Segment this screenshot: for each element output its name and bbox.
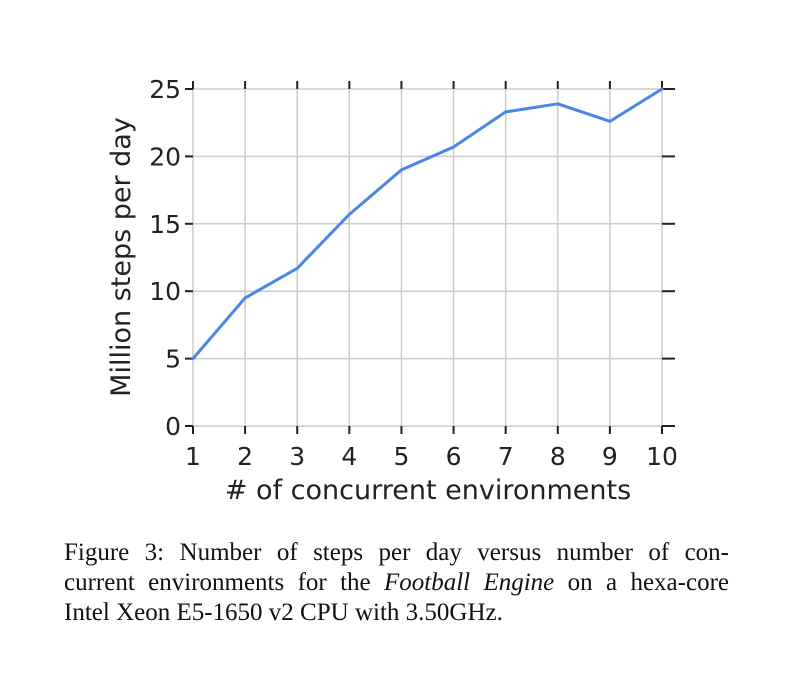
x-tick-label: 2 (237, 442, 253, 471)
caption-line-2: current environments for the Football En… (64, 568, 729, 598)
y-tick-label: 15 (149, 210, 181, 239)
x-tick-labels: 1 2 3 4 5 6 7 8 9 10 (185, 442, 678, 471)
y-axis-label: Million steps per day (106, 117, 137, 397)
y-tick-labels: 0 5 10 15 20 25 (149, 75, 181, 441)
y-tick-label: 0 (165, 412, 181, 441)
x-tick-label: 8 (550, 442, 566, 471)
x-tick-label: 10 (646, 442, 678, 471)
x-axis-label: # of concurrent environments (225, 475, 631, 506)
x-tick-label: 7 (498, 442, 514, 471)
y-tick-label: 5 (165, 345, 181, 374)
caption-text: on a hexa-core (554, 569, 729, 596)
line-chart: 1 2 3 4 5 6 7 8 9 10 0 5 10 15 20 25 # of concurrent e… (106, 75, 678, 506)
y-tick-label: 25 (149, 75, 181, 104)
axis-ticks (185, 81, 675, 434)
grid (192, 88, 663, 427)
x-tick-label: 3 (289, 442, 305, 471)
caption-text: current environments for the (64, 569, 384, 596)
x-tick-label: 6 (446, 442, 462, 471)
caption-emphasis: Football Engine (384, 569, 555, 596)
figure-caption: Figure 3: Number of steps per day versus… (64, 538, 729, 628)
series-layer (191, 87, 664, 361)
x-tick-label: 1 (185, 442, 201, 471)
y-tick-label: 10 (149, 277, 181, 306)
caption-line-1: Figure 3: Number of steps per day versus… (64, 539, 729, 566)
x-tick-label: 4 (341, 442, 357, 471)
y-tick-label: 20 (149, 142, 181, 171)
x-tick-label: 9 (602, 442, 618, 471)
x-tick-label: 5 (393, 442, 409, 471)
series-line (191, 87, 664, 361)
caption-line-3: Intel Xeon E5-1650 v2 CPU with 3.50GHz. (64, 599, 503, 626)
